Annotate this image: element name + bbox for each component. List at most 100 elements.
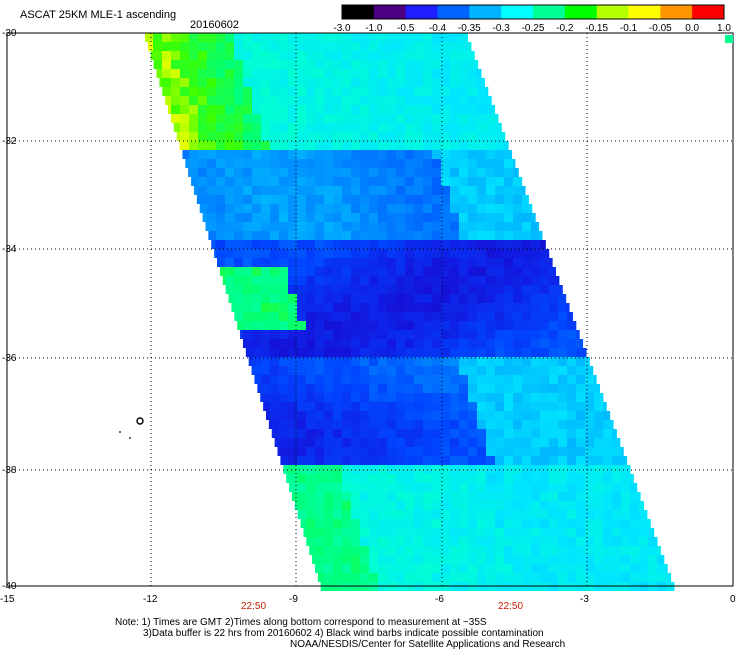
swath-cell: [621, 519, 630, 528]
swath-cell: [504, 411, 513, 420]
swath-cell: [468, 303, 477, 312]
swath-cell: [243, 114, 252, 123]
swath-cell: [477, 96, 486, 105]
swath-cell: [405, 60, 414, 69]
swath-cell: [414, 519, 423, 528]
swath-cell: [396, 87, 405, 96]
swath-cell: [405, 339, 414, 348]
swath-cell: [369, 69, 378, 78]
swath-cell: [270, 177, 279, 186]
swath-cell: [270, 123, 279, 132]
swath-cell: [243, 87, 252, 96]
swath-cell: [180, 60, 189, 69]
swath-cell: [396, 177, 405, 186]
swath-cell: [486, 258, 495, 267]
swath-cell: [405, 528, 414, 537]
swath-cell: [207, 168, 216, 177]
swath-cell: [432, 123, 441, 132]
swath-cell: [459, 339, 468, 348]
swath-cell: [378, 339, 387, 348]
swath-cell: [191, 177, 198, 186]
swath-cell: [396, 411, 405, 420]
swath-cell: [378, 186, 387, 195]
swath-cell: [540, 357, 549, 366]
swath-cell: [306, 483, 315, 492]
swath-cell: [324, 105, 333, 114]
swath-cell: [558, 348, 567, 357]
swath-cell: [495, 285, 504, 294]
swath-cell: [414, 150, 423, 159]
swath-cell: [459, 231, 468, 240]
swath-cell: [450, 33, 459, 42]
swath-cell: [513, 195, 522, 204]
swath-cell: [360, 168, 369, 177]
swath-cell: [513, 366, 522, 375]
swath-cell: [477, 501, 486, 510]
swath-cell: [459, 573, 468, 582]
swath-cell: [450, 96, 459, 105]
swath-cell: [263, 402, 270, 411]
swath-cell: [441, 87, 450, 96]
swath-cell: [396, 366, 405, 375]
swath-cell: [342, 465, 351, 474]
swath-cell: [207, 123, 216, 132]
swath-cell: [540, 429, 549, 438]
swath-cell: [252, 141, 261, 150]
swath-cell: [459, 501, 468, 510]
swath-cell: [351, 42, 360, 51]
swath-cell: [423, 492, 432, 501]
swath-cell: [243, 186, 252, 195]
swath-cell: [261, 141, 270, 150]
swath-cell: [522, 501, 531, 510]
swath-cell: [324, 411, 333, 420]
swath-cell: [621, 537, 630, 546]
swath-cell: [468, 168, 477, 177]
swath-cell: [387, 492, 396, 501]
swath-cell: [306, 96, 315, 105]
swath-cell: [198, 87, 207, 96]
swath-cell: [378, 492, 387, 501]
swath-cell: [252, 249, 261, 258]
swath-cell: [432, 213, 441, 222]
swath-cell: [261, 276, 270, 285]
swath-cell: [639, 573, 648, 582]
swath-cell: [360, 393, 369, 402]
note-line-1: Note: 1) Times are GMT 2)Times along bot…: [115, 617, 487, 628]
swath-cell: [261, 159, 270, 168]
swath-cell: [414, 87, 423, 96]
swath-cell: [549, 501, 558, 510]
swath-cell: [423, 141, 432, 150]
swath-cell: [176, 132, 180, 141]
swath-cell: [522, 348, 531, 357]
swath-cell: [441, 564, 450, 573]
swath-cell: [378, 141, 387, 150]
swath-cell: [360, 384, 369, 393]
swath-cell: [268, 420, 270, 429]
swath-cell: [225, 231, 234, 240]
swath-cell: [243, 258, 252, 267]
swath-cell: [387, 546, 396, 555]
swath-cell: [324, 204, 333, 213]
swath-cell: [198, 159, 207, 168]
swath-cell: [423, 132, 432, 141]
swath-cell: [522, 303, 531, 312]
swath-cell: [315, 312, 324, 321]
swath-cell: [495, 555, 504, 564]
swath-cell: [369, 573, 378, 582]
swath-cell: [513, 384, 522, 393]
swath-cell: [414, 249, 423, 258]
swath-cell: [225, 123, 234, 132]
swath-cell: [522, 420, 531, 429]
swath-cell: [459, 375, 468, 384]
swath-cell: [414, 456, 423, 465]
swath-cell: [207, 132, 216, 141]
swath-cell: [333, 294, 342, 303]
swath-cell: [360, 177, 369, 186]
swath-cell: [513, 519, 522, 528]
swath-cell: [432, 564, 441, 573]
swath-cell: [540, 474, 549, 483]
swath-cell: [270, 42, 279, 51]
swath-cell: [234, 258, 243, 267]
swath-cell: [279, 303, 288, 312]
swath-cell: [288, 240, 297, 249]
